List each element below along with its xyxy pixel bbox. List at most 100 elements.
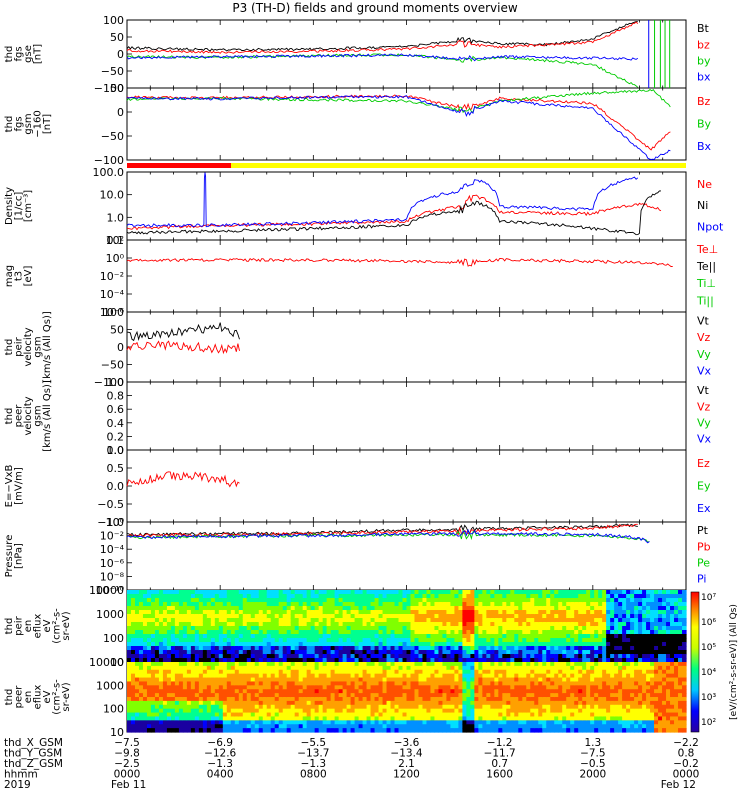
panel-legends: BtbzbybxBzByBxNeNiNpotTe⊥Te||Ti⊥Ti||VtVz… <box>696 22 724 586</box>
y-tick-label: 0.8 <box>107 390 125 403</box>
trace-density-Npot <box>127 173 638 227</box>
y-axis-label: [eV] <box>23 266 34 287</box>
trace-fgs_gsm-By <box>127 90 670 113</box>
y-tick-label: 100 <box>103 632 124 645</box>
y-tick-label: 0.4 <box>107 417 125 430</box>
y-tick-label: 0.6 <box>107 403 125 416</box>
y-tick-label: 0.0 <box>107 480 125 493</box>
y-tick-label: 10⁻⁸ <box>100 570 125 583</box>
legend-Vy: Vy <box>697 417 711 430</box>
legend-Ne: Ne <box>697 178 712 191</box>
panel-frame-4 <box>127 240 686 312</box>
y-tick-label: 100.0 <box>93 166 125 179</box>
y-tick-label: 0 <box>117 48 124 61</box>
legend-Ey: Ey <box>697 479 711 492</box>
y-tick-label: 10⁻⁴ <box>100 288 125 301</box>
y-tick-labels: 100500−50−100500−50−100100.010.01.00.110… <box>89 14 125 739</box>
panel-frame-8 <box>127 522 686 590</box>
y-axis-label: [cm⁻³] <box>23 190 34 222</box>
y-tick-label: −50 <box>101 359 124 372</box>
legend-Vz: Vz <box>697 331 711 344</box>
legend-Pe: Pe <box>697 557 710 570</box>
mode-bar-slow <box>127 163 231 168</box>
plot-title: P3 (TH-D) fields and ground moments over… <box>232 1 517 15</box>
ephem-row-label: 2019 <box>4 779 31 791</box>
panel-frame-5 <box>127 312 686 382</box>
trace-fgs_gse-bx <box>127 54 638 61</box>
trace-peir_vel-Vt <box>127 323 240 341</box>
ephem-value: 1600 <box>486 769 513 781</box>
legend-Vx: Vx <box>697 433 712 446</box>
y-tick-label: 50 <box>110 31 124 44</box>
panel-frame-6 <box>127 382 686 450</box>
legend-Ez: Ez <box>697 457 710 470</box>
panel-frame-7 <box>127 450 686 522</box>
legend-Ti||: Ti|| <box>696 294 714 307</box>
y-tick-label: 50 <box>110 324 124 337</box>
legend-Bt: Bt <box>697 22 710 35</box>
y-tick-label: 0 <box>117 341 124 354</box>
y-axis-label: [km/s (All Qs)] <box>42 311 53 383</box>
legend-Pt: Pt <box>697 524 709 537</box>
trace-temp-Te⊥ <box>127 259 673 267</box>
y-tick-label: 1.0 <box>107 211 125 224</box>
legend-Vz: Vz <box>697 400 711 413</box>
y-tick-label: −50 <box>101 130 124 143</box>
legend-Vt: Vt <box>697 315 710 328</box>
legend-Bx: Bx <box>697 140 712 153</box>
y-tick-label: 10⁻⁴ <box>100 543 125 556</box>
y-tick-label: 10⁰ <box>106 516 125 529</box>
legend-Ex: Ex <box>697 502 711 515</box>
ephem-value: 2000 <box>579 769 606 781</box>
ephem-value: Feb 11 <box>111 779 146 791</box>
colorbar-label: [eV/(cm²-s-sr-eV)] (All Qs) <box>729 604 739 720</box>
y-tick-label: 1000 <box>96 679 124 692</box>
panel-frame-1 <box>127 20 686 88</box>
legend-Ti⊥: Ti⊥ <box>696 277 716 290</box>
y-axis-labels: thdfgsgse[nT]thdfgsgsm−160[nT]Density[1/… <box>4 44 72 715</box>
legend-By: By <box>697 117 712 130</box>
trace-efield-Ez <box>127 472 240 487</box>
y-tick-label: 1000 <box>96 608 124 621</box>
legend-Te⊥: Te⊥ <box>696 243 718 256</box>
y-tick-label: 10⁻⁶ <box>100 557 125 570</box>
ephem-value: 0400 <box>207 769 234 781</box>
y-tick-label: 100 <box>103 703 124 716</box>
legend-Npot: Npot <box>697 220 724 233</box>
ephemeris-table: thd_X_GSMthd_Y_GSMthd_Z_GSMhhmm2019−7.5−… <box>4 737 699 791</box>
y-axis-label: [mV/m] <box>14 467 25 505</box>
trace-fgs_gse-Bt <box>127 22 638 51</box>
y-tick-label: 10⁰ <box>106 252 125 265</box>
trace-fgs_gsm-Bx <box>127 96 670 160</box>
y-axis-label: [nPa] <box>14 543 25 569</box>
colorbar-tick-label: 10⁷ <box>701 593 716 603</box>
y-tick-label: 1.0 <box>107 444 125 457</box>
spectrogram-electron <box>127 662 687 733</box>
trace-fgs_gsm-Bz <box>127 95 670 150</box>
colorbar-tick-label: 10⁶ <box>701 618 716 628</box>
legend-Ni: Ni <box>697 199 708 212</box>
y-axis-label: sr-eV) <box>61 611 72 640</box>
ephem-value: Feb 12 <box>661 779 696 791</box>
y-tick-label: −0.5 <box>97 498 124 511</box>
legend-Pb: Pb <box>697 540 711 553</box>
trace-density-Ne <box>127 195 661 230</box>
legend-bx: bx <box>697 71 711 84</box>
y-tick-label: 50 <box>110 82 124 95</box>
legend-bz: bz <box>697 38 710 51</box>
y-axis-label: [nT] <box>33 44 44 64</box>
y-axis-label: [km/s (All Qs)] <box>42 380 53 452</box>
ephem-value: 1200 <box>393 769 420 781</box>
spectrogram-ion <box>127 590 687 663</box>
y-tick-label: 0 <box>117 106 124 119</box>
y-tick-label: 1.0 <box>107 376 125 389</box>
colorbar <box>691 592 699 732</box>
legend-Te||: Te|| <box>696 260 716 273</box>
y-tick-label: 10000 <box>89 584 124 597</box>
legend-by: by <box>697 55 711 68</box>
y-tick-label: 0.5 <box>107 462 125 475</box>
y-tick-label: 10⁻² <box>100 270 124 283</box>
y-axis-label: [nT] <box>42 114 53 134</box>
y-tick-label: 10² <box>106 234 124 247</box>
